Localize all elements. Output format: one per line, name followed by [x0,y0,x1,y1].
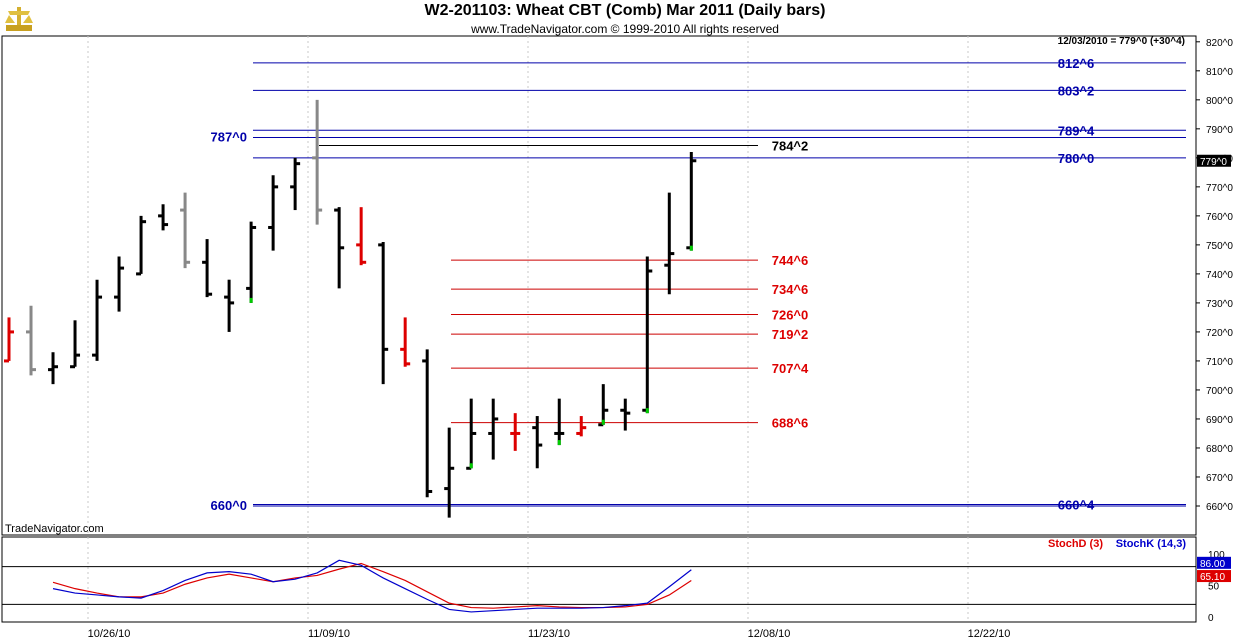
level-label: 784^2 [772,139,809,154]
y-tick-label: 770^0 [1206,183,1233,194]
level-label: 744^6 [772,253,809,268]
level-label: 803^2 [1058,83,1095,98]
level-label: 688^6 [772,416,809,431]
x-tick-label: 12/22/10 [968,628,1011,640]
indicator-tick-label: 100 [1208,550,1225,561]
y-tick-label: 660^0 [1206,502,1233,513]
x-tick-label: 10/26/10 [88,628,131,640]
y-tick-label: 730^0 [1206,299,1233,310]
y-tick-label: 700^0 [1206,386,1233,397]
price-panel-frame [1,35,1197,536]
y-tick-label: 680^0 [1206,444,1233,455]
stochd-value-tag [1197,570,1231,583]
x-tick-label: 12/08/10 [748,628,791,640]
last-price-label: 779^0 [1200,157,1227,168]
price-readout: 12/03/2010 = 779^0 (+30^4) [1057,36,1185,47]
x-tick-label: 11/09/10 [308,628,350,640]
chart-subtitle: www.TradeNavigator.com © 1999-2010 All r… [471,22,779,36]
watermark: TradeNavigator.com [5,523,104,535]
chart-title: W2-201103: Wheat CBT (Comb) Mar 2011 (Da… [424,2,826,19]
y-tick-label: 760^0 [1206,212,1233,223]
y-tick-label: 670^0 [1206,473,1233,484]
level-label: 780^0 [1058,151,1095,166]
y-tick-label: 690^0 [1206,415,1233,426]
level-label: 660^0 [210,498,247,513]
y-tick-label: 790^0 [1206,125,1233,136]
stochk-legend: StochK (14,3) [1115,538,1186,550]
level-label: 707^4 [772,361,809,376]
x-tick-label: 11/23/10 [528,628,570,640]
level-label: 812^6 [1058,56,1095,71]
stochd-legend: StochD (3) [1048,538,1103,550]
level-label: 726^0 [772,308,809,323]
stochk-value: 86.00 [1200,559,1225,570]
y-tick-label: 740^0 [1206,270,1233,281]
level-label: 734^6 [772,282,809,297]
y-tick-label: 820^0 [1206,38,1233,49]
level-label: 789^4 [1058,123,1095,138]
y-tick-label: 710^0 [1206,357,1233,368]
y-tick-label: 810^0 [1206,67,1233,78]
level-label: 787^0 [210,130,247,145]
indicator-tick-label: 50 [1208,582,1220,593]
last-price-tag [1197,154,1231,167]
indicator-panel-frame [1,536,1197,623]
indicator-tick-label: 0 [1208,613,1214,624]
level-label: 660^4 [1058,498,1095,513]
stochd-line [52,562,692,609]
stochk-line [52,559,692,613]
level-label: 719^2 [772,327,809,342]
y-tick-label: 720^0 [1206,328,1233,339]
y-tick-label: 750^0 [1206,241,1233,252]
stochk-value-tag [1197,556,1231,569]
y-tick-label: 800^0 [1206,96,1233,107]
trade-navigator-logo-icon [4,3,34,33]
stochd-value: 65.10 [1200,572,1225,583]
